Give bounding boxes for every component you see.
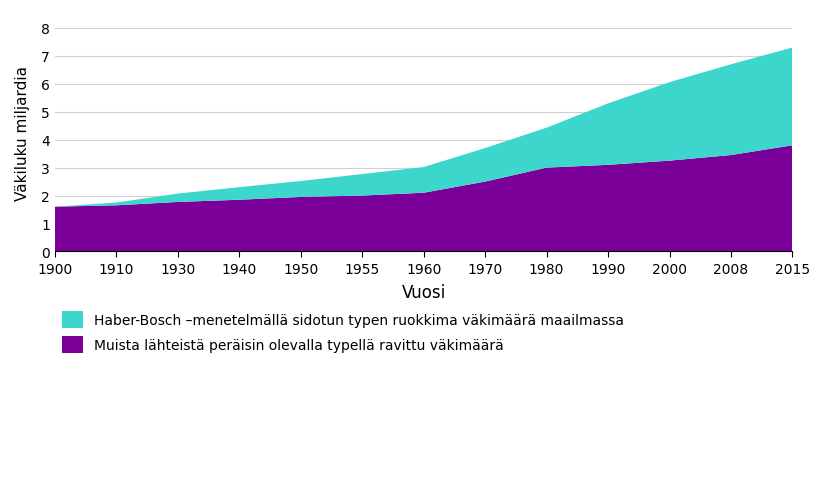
X-axis label: Vuosi: Vuosi bbox=[402, 283, 446, 301]
Legend: Haber-Bosch –menetelmällä sidotun typen ruokkima väkimäärä maailmassa, Muista lä: Haber-Bosch –menetelmällä sidotun typen … bbox=[62, 311, 624, 353]
Y-axis label: Väkiluku miljardia: Väkiluku miljardia bbox=[15, 66, 30, 201]
